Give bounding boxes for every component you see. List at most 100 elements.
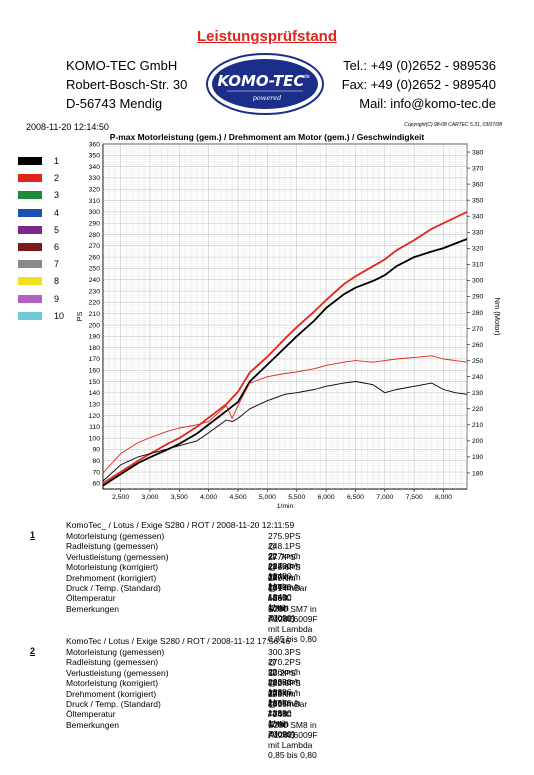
report-row: Radleistung (gemessen) 248.1PS @ 227km/h … [66,541,301,591]
report-key: Radleistung (gemessen) [66,541,159,552]
report-row: Radleistung (gemessen) 270.2PS @ 226km/h … [66,657,301,707]
komo-tec-logo: KOMO-TEC .de powered [206,53,324,115]
company-name: KOMO-TEC GmbH [66,58,178,73]
report-row: Drehmoment (korrigiert) 240Nm @ 6585 1/mi… [66,572,295,623]
y-left-tick-label: 150 [89,379,101,386]
power-curve-run-2 [102,211,468,485]
legend-swatch [18,311,42,320]
report-key: Motorleistung (korrigiert) [66,562,159,573]
contact-fax: Fax: +49 (0)2652 - 989540 [341,77,496,92]
y-left-tick-label: 290 [89,220,101,227]
y-right-tick-label: 240 [472,374,484,381]
y-left-tick-label: 200 [89,322,101,329]
report-key: Drehmoment (korrigiert) [66,572,157,583]
report-key: Verlustleistung (gemessen) [66,551,169,562]
x-tick-label: 4,000 [200,494,217,501]
x-tick-label: 5,000 [259,494,276,501]
y-left-tick-label: 280 [89,232,101,239]
company-street: Robert-Bosch-Str. 30 [66,77,188,92]
y-left-tick-label: 190 [89,334,101,341]
y-left-tick-label: 250 [89,266,101,273]
y-right-tick-label: 360 [472,181,484,188]
legend-swatch [18,174,42,183]
report-row: Bemerkungen S280 SM8 in A128E6009F mit La… [66,719,318,760]
y-left-tick-label: 330 [89,175,101,182]
report-key: Druck / Temp. (Standard) [66,698,161,709]
x-tick-label: 3,500 [171,494,188,501]
legend-label: 3 [54,190,60,201]
y-right-tick-label: 340 [472,214,484,221]
logo-subtext: powered [253,94,282,102]
report-row: Motorleistung (korrigiert) 302.5PS @ 226k… [66,678,301,728]
chart-title: P-max Motorleistung (gem.) / Drehmoment … [109,132,425,142]
company-contact: Tel.: +49 (0)2652 - 989536 Fax: +49 (0)2… [342,56,496,113]
report-row: Druck / Temp. (Standard) 1014mBar / 26°C … [66,582,307,623]
legend-label: 9 [54,293,60,304]
y-left-tick-label: 100 [89,435,101,442]
x-tick-label: 6,000 [318,494,335,501]
torque-curve-run-2 [102,355,468,474]
y-right-tick-label: 350 [472,197,484,204]
x-tick-label: 6,500 [347,494,364,501]
report-row: Motorleistung (gemessen) 275.9PS @ 227km/… [66,531,301,581]
report-value: 258Nm @ 7748 1/min (Motor) [268,688,296,739]
report-value: 248.1PS @ 227km/h / 8400 1/min [268,541,301,592]
report-key: Motorleistung (korrigiert) [66,678,159,689]
y-right-tick-label: 300 [472,278,484,285]
report-key: Bemerkungen [66,719,119,730]
report-key: Radleistung (gemessen) [66,657,159,668]
report-value: 300.3PS @ 226km/h / 8386 1/min [268,647,301,697]
y-left-tick-label: 140 [89,390,101,397]
y-left-tick-label: 360 [89,141,101,148]
y-left-tick-label: 80 [92,458,100,465]
torque-curve-run-1 [102,381,468,482]
y-left-tick-label: 220 [89,300,101,307]
y-left-tick-label: 320 [89,187,101,194]
report-value: S280 SM7 in A128E6009F mit Lambda 0,85 b… [268,603,318,644]
run-title: KomoTec_ / Lotus / Exige S280 / ROT / 20… [66,520,295,530]
x-tick-label: 2,500 [112,494,129,501]
legend-swatch [18,225,42,234]
y-right-tick-label: 320 [472,246,484,253]
legend-label: 5 [54,224,60,235]
run-title: KomoTec / Lotus / Exige S280 / ROT / 200… [66,636,291,646]
y-right-tick-label: 330 [472,230,484,237]
page-title: Leistungsprüfstand [0,28,534,45]
y-left-tick-label: 90 [92,447,100,454]
report-value: 302.5PS @ 226km/h / 8386 1/min [268,678,301,729]
legend-label: 1 [54,156,60,166]
y-left-tick-label: 340 [89,164,101,171]
report-key: Druck / Temp. (Standard) [66,582,161,593]
y-left-tick-label: 240 [89,277,101,284]
y-left-tick-label: 120 [89,413,101,420]
y-right-tick-label: 380 [472,149,484,156]
y-left-tick-label: 180 [89,345,101,352]
legend-swatch [18,191,42,200]
report-row: Verlustleistung (gemessen) 27.7PS @ 227km… [66,551,301,602]
y-left-tick-label: 70 [92,469,100,476]
run-report-1: KomoTec_ / Lotus / Exige S280 / ROT / 20… [66,520,318,644]
run-report-2: KomoTec / Lotus / Exige S280 / ROT / 200… [66,636,318,760]
legend-label: 8 [54,276,60,287]
report-value: 1014mBar / 26°C (DIN 70020) [268,582,308,623]
report-key: Motorleistung (gemessen) [66,531,165,541]
legend-swatch [18,277,42,286]
legend-label: 7 [54,259,60,270]
legend-label: 10 [54,310,65,321]
company-city: D-56743 Mendig [66,96,163,111]
report-row: Bemerkungen S280 SM7 in A128E6009F mit La… [66,604,318,644]
y-right-tick-label: 290 [472,294,484,301]
report-row: Motorleistung (korrigiert) 278.6PS @ 227k… [66,562,301,612]
y-left-tick-label: 60 [92,481,100,488]
report-value: 278.6PS @ 227km/h / 8400 1/min [268,562,301,613]
y-left-tick-label: 230 [89,288,101,295]
report-row: Drehmoment (korrigiert) 258Nm @ 7748 1/mi… [66,689,295,739]
contact-mail: Mail: info@komo-tec.de [359,96,496,111]
x-tick-label: 4,500 [230,494,247,501]
company-address: KOMO-TEC GmbH Robert-Bosch-Str. 30 D-567… [66,56,187,113]
report-value: S280 SM8 in A128E6009F mit Lambda 0,85 b… [268,719,318,760]
y-left-tick-label: 160 [89,368,101,375]
legend-swatch [18,157,42,165]
contact-phone: Tel.: +49 (0)2652 - 989536 [343,58,496,73]
x-tick-label: 5,500 [288,494,305,501]
